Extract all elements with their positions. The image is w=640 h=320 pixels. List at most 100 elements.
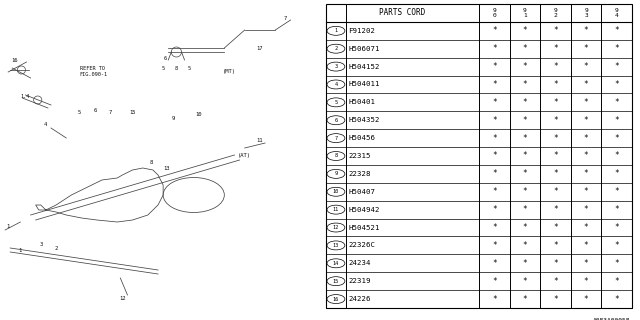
Text: 7: 7 bbox=[109, 109, 112, 115]
Text: *: * bbox=[614, 116, 619, 125]
Text: FIG.090-1: FIG.090-1 bbox=[79, 73, 108, 77]
Text: *: * bbox=[523, 151, 527, 161]
Text: 9
2: 9 2 bbox=[554, 8, 557, 18]
Text: *: * bbox=[553, 98, 558, 107]
Text: *: * bbox=[523, 277, 527, 286]
Text: 13: 13 bbox=[333, 243, 339, 248]
Text: (MT): (MT) bbox=[223, 69, 236, 75]
Text: *: * bbox=[614, 241, 619, 250]
Text: *: * bbox=[492, 62, 497, 71]
Text: *: * bbox=[614, 205, 619, 214]
Text: *: * bbox=[492, 241, 497, 250]
Text: *: * bbox=[584, 98, 588, 107]
Text: *: * bbox=[584, 187, 588, 196]
Text: 22315: 22315 bbox=[348, 153, 371, 159]
Text: *: * bbox=[614, 134, 619, 143]
Text: H50407: H50407 bbox=[348, 189, 376, 195]
Text: *: * bbox=[553, 116, 558, 125]
Text: *: * bbox=[553, 151, 558, 161]
Text: 6: 6 bbox=[93, 108, 97, 113]
Text: 12: 12 bbox=[333, 225, 339, 230]
Text: 12: 12 bbox=[119, 295, 125, 300]
Text: *: * bbox=[553, 187, 558, 196]
Text: *: * bbox=[584, 294, 588, 304]
Text: 5: 5 bbox=[161, 66, 164, 70]
Text: *: * bbox=[553, 277, 558, 286]
Text: *: * bbox=[584, 62, 588, 71]
Text: H50401: H50401 bbox=[348, 99, 376, 105]
Text: 16: 16 bbox=[333, 297, 339, 301]
Text: 10: 10 bbox=[196, 113, 202, 117]
Text: 9
1: 9 1 bbox=[523, 8, 527, 18]
Text: 8: 8 bbox=[334, 154, 337, 158]
Text: 1: 1 bbox=[334, 28, 337, 33]
Text: *: * bbox=[614, 26, 619, 35]
Text: *: * bbox=[492, 205, 497, 214]
Text: *: * bbox=[523, 44, 527, 53]
Text: *: * bbox=[553, 223, 558, 232]
Text: *: * bbox=[553, 44, 558, 53]
Text: 22328: 22328 bbox=[348, 171, 371, 177]
Text: *: * bbox=[553, 259, 558, 268]
Text: *: * bbox=[614, 259, 619, 268]
Text: *: * bbox=[523, 187, 527, 196]
Text: *: * bbox=[523, 205, 527, 214]
Text: *: * bbox=[492, 294, 497, 304]
Text: 9: 9 bbox=[334, 172, 337, 176]
Text: *: * bbox=[584, 134, 588, 143]
Text: *: * bbox=[584, 241, 588, 250]
Text: 22326C: 22326C bbox=[348, 243, 376, 248]
Text: *: * bbox=[553, 134, 558, 143]
Text: *: * bbox=[523, 223, 527, 232]
Text: *: * bbox=[492, 169, 497, 178]
Text: 14: 14 bbox=[333, 261, 339, 266]
Text: F91202: F91202 bbox=[348, 28, 376, 34]
Text: *: * bbox=[614, 294, 619, 304]
Text: *: * bbox=[553, 26, 558, 35]
Text: *: * bbox=[614, 80, 619, 89]
Text: *: * bbox=[523, 62, 527, 71]
Text: 15: 15 bbox=[333, 279, 339, 284]
Text: 15: 15 bbox=[129, 109, 136, 115]
Text: 1: 1 bbox=[19, 247, 22, 252]
Text: *: * bbox=[614, 44, 619, 53]
Text: *: * bbox=[492, 151, 497, 161]
Text: *: * bbox=[553, 169, 558, 178]
Text: H504942: H504942 bbox=[348, 207, 380, 213]
Text: *: * bbox=[614, 223, 619, 232]
Text: *: * bbox=[553, 205, 558, 214]
Text: PARTS CORD: PARTS CORD bbox=[380, 8, 426, 18]
Text: 1: 1 bbox=[6, 223, 10, 228]
Text: 3: 3 bbox=[39, 243, 42, 247]
Text: *: * bbox=[492, 116, 497, 125]
Text: *: * bbox=[614, 98, 619, 107]
Text: *: * bbox=[523, 294, 527, 304]
Text: 11: 11 bbox=[333, 207, 339, 212]
Text: 9
0: 9 0 bbox=[492, 8, 496, 18]
Text: *: * bbox=[584, 44, 588, 53]
Text: 16: 16 bbox=[11, 58, 17, 62]
Text: 24226: 24226 bbox=[348, 296, 371, 302]
Text: 17: 17 bbox=[257, 45, 263, 51]
Text: *: * bbox=[553, 62, 558, 71]
Text: *: * bbox=[584, 26, 588, 35]
Text: 24234: 24234 bbox=[348, 260, 371, 266]
Text: 13: 13 bbox=[163, 165, 170, 171]
Text: 5: 5 bbox=[334, 100, 337, 105]
Text: 6: 6 bbox=[164, 55, 167, 60]
Text: *: * bbox=[553, 294, 558, 304]
Bar bbox=[326, 4, 632, 308]
Text: *: * bbox=[492, 134, 497, 143]
Text: *: * bbox=[553, 241, 558, 250]
Text: *: * bbox=[614, 187, 619, 196]
Text: 5: 5 bbox=[188, 66, 191, 70]
Text: 1.4: 1.4 bbox=[21, 93, 30, 99]
Text: 7: 7 bbox=[284, 15, 287, 20]
Text: *: * bbox=[584, 277, 588, 286]
Text: *: * bbox=[492, 259, 497, 268]
Text: H50456: H50456 bbox=[348, 135, 376, 141]
Text: *: * bbox=[614, 62, 619, 71]
Text: 9
3: 9 3 bbox=[584, 8, 588, 18]
Text: H504521: H504521 bbox=[348, 225, 380, 230]
Text: *: * bbox=[614, 169, 619, 178]
